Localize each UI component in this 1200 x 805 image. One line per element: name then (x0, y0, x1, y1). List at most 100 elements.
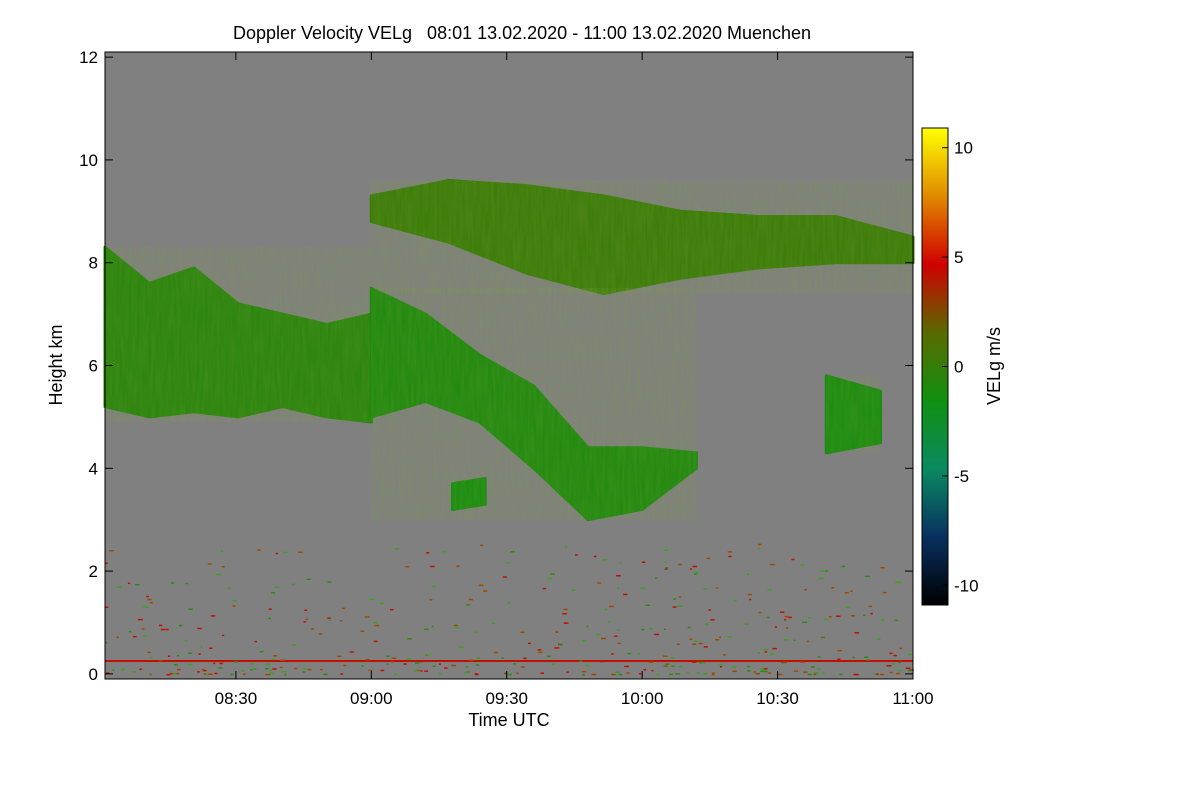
speckle-point (502, 576, 507, 578)
speckle-point (831, 587, 835, 589)
speckle-point (265, 673, 269, 676)
x-axis-label: Time UTC (468, 710, 549, 730)
speckle-point (234, 661, 239, 663)
speckle-point (820, 636, 824, 639)
speckle-point (292, 644, 297, 646)
speckle-point (866, 659, 869, 661)
speckle-point (719, 636, 722, 638)
speckle-point (909, 669, 914, 671)
speckle-point (772, 647, 777, 650)
speckle-point (415, 662, 420, 664)
speckle-point (439, 673, 442, 675)
speckle-point (259, 651, 264, 653)
speckle-point (623, 593, 628, 596)
speckle-point (788, 616, 793, 619)
speckle-point (563, 622, 569, 624)
speckle-point (593, 555, 597, 558)
speckle-point (364, 616, 370, 618)
speckle-point (201, 669, 205, 671)
speckle-point (784, 615, 789, 618)
speckle-point (716, 587, 719, 589)
speckle-point (821, 636, 825, 639)
speckle-point (265, 663, 271, 666)
speckle-point (586, 625, 589, 627)
speckle-point (134, 583, 140, 586)
speckle-point (174, 672, 180, 675)
speckle-point (780, 611, 785, 613)
speckle-point (218, 667, 223, 669)
speckle-point (678, 665, 682, 668)
speckle-point (808, 617, 812, 619)
speckle-point (672, 606, 677, 608)
speckle-point (637, 653, 641, 655)
speckle-point (617, 629, 620, 631)
speckle-point (380, 669, 385, 672)
speckle-point (241, 670, 245, 672)
speckle-point (520, 666, 525, 668)
speckle-point (810, 666, 815, 668)
speckle-point (618, 673, 623, 676)
speckle-point (596, 633, 601, 636)
speckle-point (451, 664, 457, 667)
speckle-point (249, 663, 254, 665)
speckle-point (516, 672, 519, 675)
speckle-point (311, 628, 315, 630)
speckle-point (320, 668, 323, 671)
speckle-point (478, 584, 484, 587)
speckle-point (431, 585, 436, 588)
colorbar-tick-label: -10 (954, 576, 979, 595)
speckle-point (698, 642, 703, 645)
speckle-point (723, 654, 726, 656)
speckle-point (369, 598, 375, 600)
speckle-point (203, 673, 206, 675)
speckle-point (540, 672, 545, 674)
speckle-point (821, 672, 825, 674)
speckle-point (116, 636, 119, 639)
speckle-point (188, 608, 193, 610)
speckle-point (764, 648, 769, 651)
speckle-point (692, 661, 697, 663)
speckle-point (337, 655, 342, 657)
speckle-point (127, 582, 131, 585)
cloud-regions (103, 179, 915, 663)
speckle-point (663, 665, 668, 667)
speckle-point (465, 604, 470, 606)
speckle-point (585, 664, 590, 667)
speckle-point (706, 557, 711, 560)
speckle-point (176, 654, 180, 657)
speckle-point (616, 575, 621, 577)
speckle-point (327, 617, 331, 619)
speckle-point (406, 658, 412, 660)
speckle-point (844, 592, 849, 594)
speckle-point (232, 605, 236, 607)
speckle-point (280, 659, 285, 661)
speckle-point (132, 635, 137, 638)
speckle-point (459, 646, 464, 648)
speckle-point (403, 663, 407, 665)
speckle-point (616, 587, 619, 590)
speckle-point (394, 673, 398, 675)
speckle-point (275, 552, 278, 555)
speckle-point (214, 672, 218, 675)
speckle-point (303, 621, 306, 623)
speckle-point (171, 673, 174, 675)
speckle-point (611, 653, 614, 655)
speckle-point (574, 554, 578, 556)
speckle-point (898, 669, 902, 672)
speckle-point (328, 619, 332, 621)
speckle-point (170, 582, 174, 584)
speckle-point (386, 663, 389, 665)
speckle-point (284, 673, 287, 676)
speckle-point (715, 639, 720, 641)
speckle-point (774, 626, 778, 628)
speckle-point (268, 608, 272, 610)
speckle-point (676, 643, 680, 645)
speckle-point (678, 596, 682, 598)
speckle-point (591, 673, 597, 676)
speckle-point (727, 636, 732, 638)
x-tick-label: 10:00 (621, 689, 664, 708)
speckle-point (424, 628, 429, 631)
speckle-point (641, 561, 646, 563)
speckle-point (281, 671, 287, 673)
speckle-point (149, 602, 153, 604)
